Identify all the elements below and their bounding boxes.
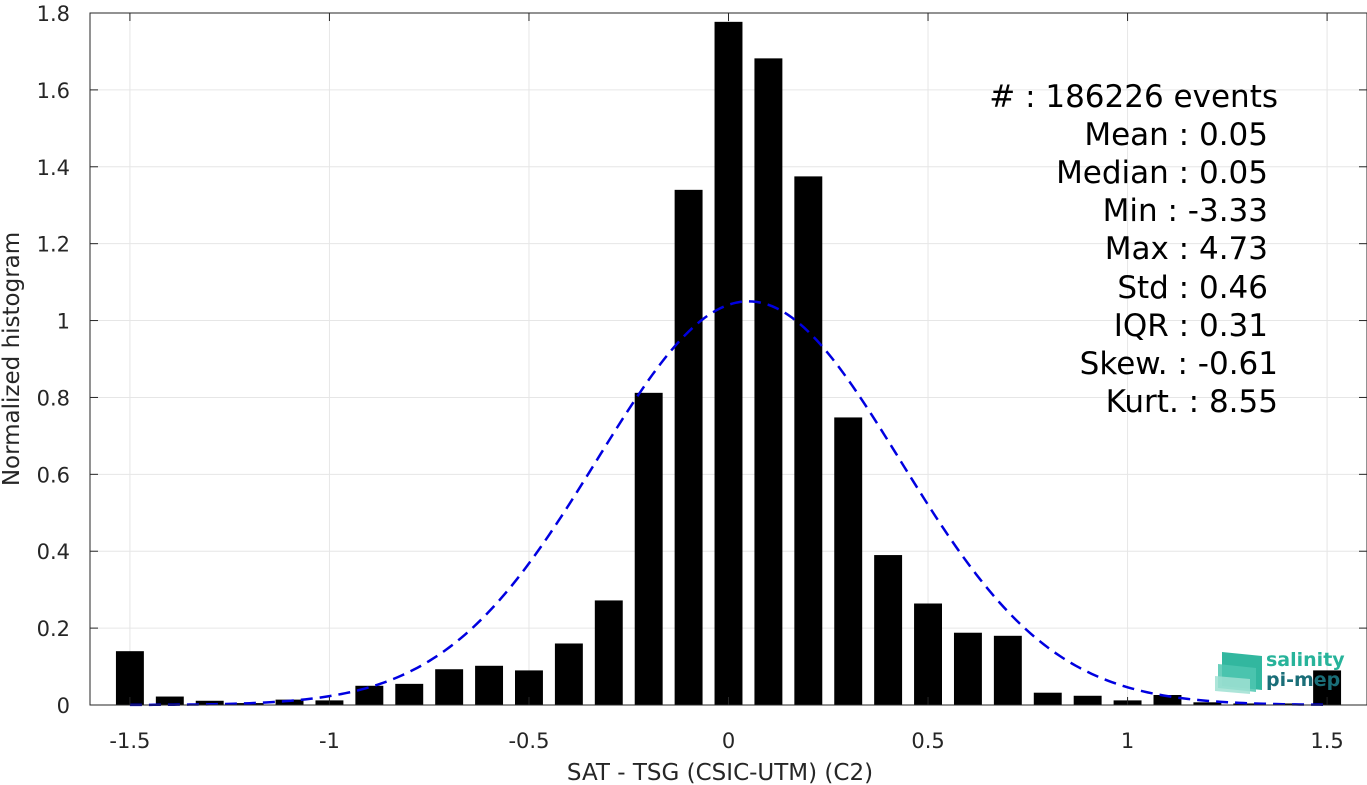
logo-line1: salinity — [1266, 649, 1345, 671]
histogram-bar — [634, 392, 663, 705]
histogram-bar — [953, 632, 982, 705]
stat-max: Max : 4.73 — [1105, 231, 1268, 267]
y-tick-label: 0.4 — [37, 540, 70, 564]
histogram-bar — [674, 189, 703, 705]
histogram-bar — [1073, 695, 1102, 705]
stat-std: Std : 0.46 — [1117, 270, 1268, 306]
histogram-bar — [155, 696, 184, 705]
stat-min: Min : -3.33 — [1103, 193, 1268, 229]
y-tick-label: 0 — [57, 694, 70, 718]
y-tick-label: 0.8 — [37, 386, 70, 410]
salinity-pi-mep-logo: salinity pi-mep — [1215, 649, 1345, 694]
x-tick-label: 1 — [1121, 729, 1134, 753]
logo-line2: pi-mep — [1266, 669, 1340, 691]
histogram-bar — [1153, 695, 1182, 705]
histogram-bar — [275, 699, 304, 705]
histogram-bar — [1033, 692, 1062, 705]
stat-kurt: Kurt. : 8.55 — [1106, 384, 1278, 420]
histogram-bar — [874, 555, 903, 705]
x-tick-label: 1.5 — [1310, 729, 1343, 753]
x-tick-label: -0.5 — [508, 729, 549, 753]
y-tick-label: 1.8 — [37, 2, 70, 26]
x-tick-label: 0.5 — [911, 729, 944, 753]
histogram-bar — [993, 635, 1022, 705]
histogram-bar — [395, 683, 424, 705]
histogram-bars — [115, 21, 1342, 706]
y-tick-label: 0.2 — [37, 617, 70, 641]
histogram-bar — [355, 685, 384, 705]
y-tick-label: 1.6 — [37, 79, 70, 103]
y-axis-ticks: 0 0.2 0.4 0.6 0.8 1 1.2 1.4 1.6 1.8 — [37, 2, 1367, 718]
histogram-bar — [115, 651, 144, 705]
stat-mean: Mean : 0.05 — [1084, 117, 1268, 153]
y-tick-label: 1.4 — [37, 156, 70, 180]
histogram-bar — [1193, 702, 1222, 705]
histogram-bar — [594, 600, 623, 705]
stat-skew: Skew. : -0.61 — [1080, 346, 1278, 382]
logo-wave-icon-3 — [1215, 676, 1250, 694]
y-tick-label: 1 — [57, 310, 70, 334]
histogram-bar — [754, 58, 783, 706]
x-axis-label: SAT - TSG (CSIC-UTM) (C2) — [567, 760, 873, 785]
histogram-bar — [794, 176, 823, 705]
histogram-bar — [714, 21, 743, 705]
histogram-bar — [435, 669, 464, 705]
histogram-bar — [914, 603, 942, 705]
histogram-bar — [554, 643, 583, 705]
gaussian-fit-curve — [129, 300, 1328, 707]
stat-median: Median : 0.05 — [1056, 155, 1268, 191]
histogram-bar — [475, 665, 504, 705]
histogram-bar — [1233, 703, 1262, 705]
stat-events: # : 186226 events — [989, 79, 1278, 115]
histogram-bar — [195, 700, 224, 705]
x-tick-label: -1.5 — [109, 729, 150, 753]
stats-annotation: # : 186226 events Mean : 0.05 Median : 0… — [989, 79, 1278, 420]
y-axis-label: Normalized histogram — [0, 232, 25, 486]
x-tick-label: -1 — [319, 729, 340, 753]
x-tick-label: 0 — [722, 729, 735, 753]
histogram-bar — [834, 417, 863, 705]
stat-iqr: IQR : 0.31 — [1114, 308, 1268, 344]
y-tick-label: 0.6 — [37, 463, 70, 487]
y-tick-label: 1.2 — [37, 233, 70, 257]
histogram-bar — [1273, 703, 1302, 705]
x-axis-ticks: -1.5 -1 -0.5 0 0.5 1 1.5 — [109, 13, 1344, 753]
